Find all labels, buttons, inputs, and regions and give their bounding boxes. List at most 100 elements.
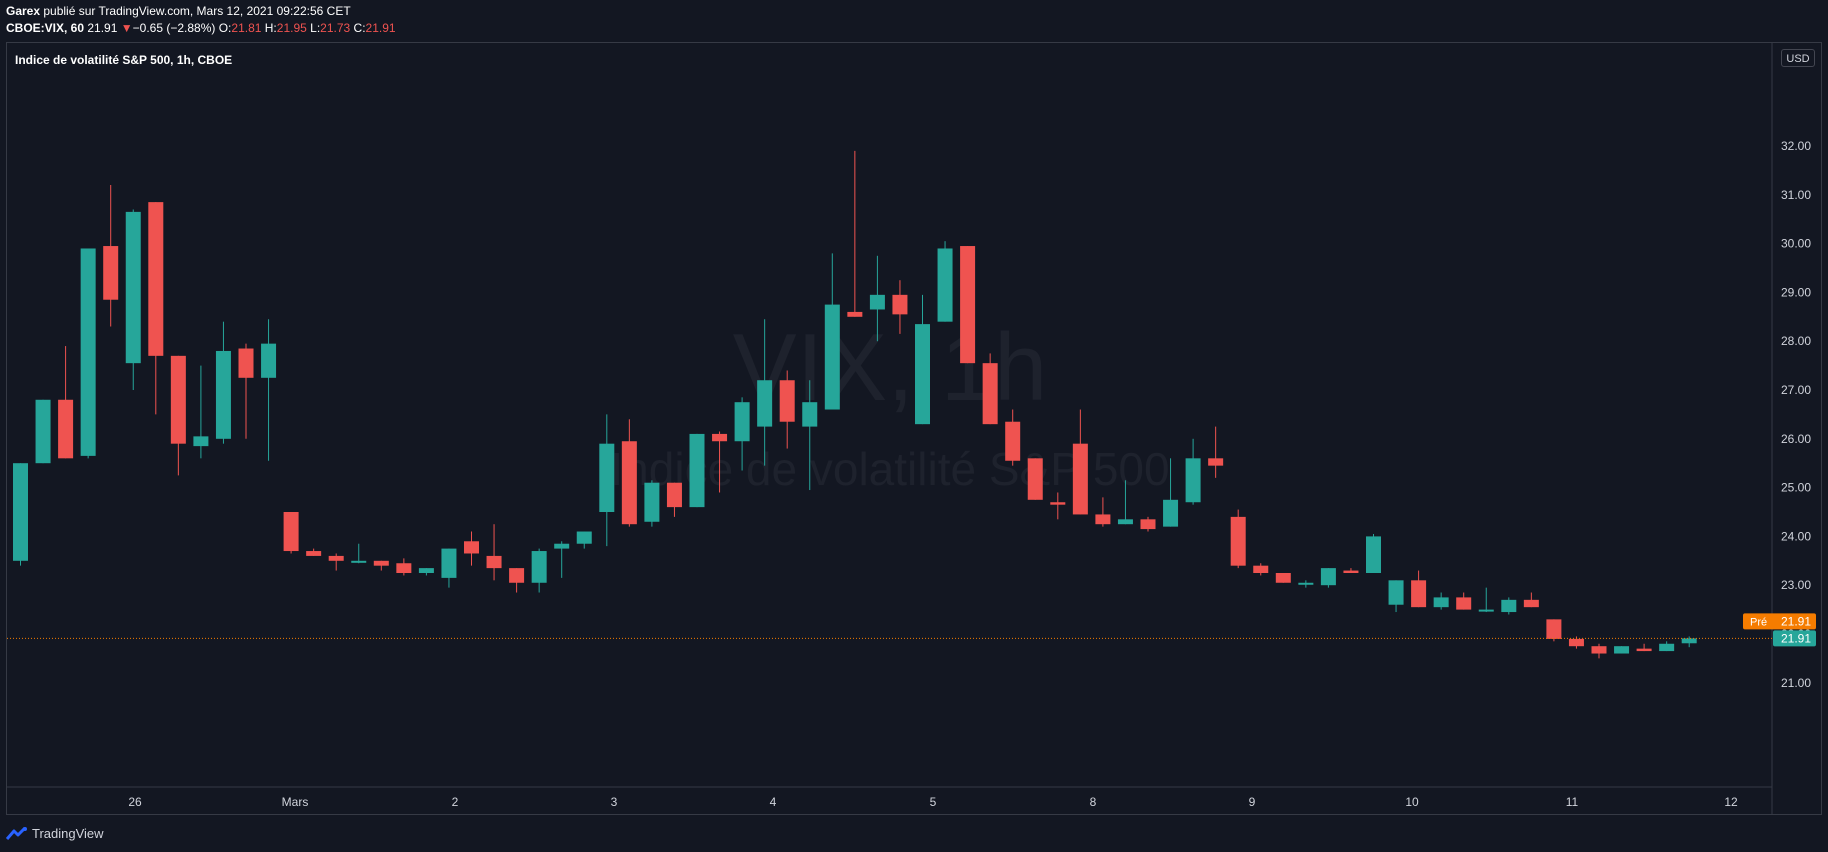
candle <box>125 209 141 390</box>
price-axis[interactable]: 21.0022.0023.0024.0025.0026.0027.0028.00… <box>1781 139 1811 690</box>
candle <box>1523 592 1539 608</box>
time-tick-label: 5 <box>930 795 937 809</box>
low-value: 21.73 <box>320 21 351 35</box>
candle-body <box>824 304 840 410</box>
candle-body <box>35 399 51 464</box>
chart-frame <box>6 42 1822 815</box>
price-tick-label: 28.00 <box>1781 334 1811 348</box>
high-label: H: <box>264 21 277 35</box>
open-value: 21.81 <box>231 21 262 35</box>
candle <box>1117 480 1133 525</box>
candle-body <box>712 433 728 442</box>
time-tick-label: 12 <box>1724 795 1738 809</box>
candle-body <box>193 436 209 447</box>
publication-header: Garex publié sur TradingView.com, Mars 1… <box>6 4 351 19</box>
candle-body <box>1681 638 1697 644</box>
time-tick-label: 11 <box>1566 795 1579 809</box>
candle <box>1659 641 1675 652</box>
candle-body <box>261 343 277 378</box>
candle-body <box>215 350 231 439</box>
candle <box>1275 573 1291 583</box>
candle <box>802 380 818 491</box>
candle-body <box>1163 499 1179 527</box>
candle-body <box>1072 443 1088 515</box>
candle-body <box>576 531 592 544</box>
chart-title: Indice de volatilité S&P 500, 1h, CBOE <box>15 53 233 67</box>
candle-body <box>960 246 976 364</box>
last-price-badge: 21.91 <box>1773 630 1816 647</box>
currency-button[interactable]: USD <box>1781 49 1815 67</box>
tradingview-logo[interactable]: TradingView <box>6 826 104 841</box>
candle <box>148 202 164 415</box>
candle-body <box>1298 582 1314 585</box>
candle-body <box>802 402 818 427</box>
time-tick-label: 26 <box>128 795 142 809</box>
candle-body <box>779 380 795 422</box>
candle-body <box>915 324 930 425</box>
candle-body <box>306 551 322 556</box>
candle-body <box>1320 568 1336 586</box>
candle <box>1208 426 1224 478</box>
candle <box>1072 409 1088 515</box>
candle <box>576 531 592 549</box>
candle-body <box>1568 638 1584 647</box>
candle-body <box>1614 646 1630 654</box>
candle-body <box>1478 609 1494 612</box>
price-tick-label: 30.00 <box>1781 237 1811 251</box>
candle-body <box>1433 597 1449 608</box>
candle-body <box>509 568 525 583</box>
candle-body <box>1095 514 1111 525</box>
candle <box>1163 458 1179 527</box>
candle <box>712 431 728 493</box>
candle <box>1614 646 1630 654</box>
time-axis[interactable]: 26 Mars 2 3 4 5 8 9 10 11 12 <box>128 795 1738 809</box>
candle-body <box>418 568 434 573</box>
last-price-value: 21.91 <box>1781 631 1811 645</box>
candle <box>1343 568 1359 573</box>
candle-body <box>1140 519 1156 530</box>
price-tick-label: 27.00 <box>1781 383 1811 397</box>
published-text: publié sur TradingView.com, Mars 12, 202… <box>40 4 351 18</box>
candle <box>1298 580 1314 588</box>
premarket-value: 21.91 <box>1781 614 1811 628</box>
candle-body <box>1366 536 1381 573</box>
candle <box>486 524 502 581</box>
time-tick-label: Mars <box>282 795 309 809</box>
candle <box>1005 409 1021 466</box>
candle <box>915 294 930 425</box>
candle <box>170 355 186 476</box>
candle-body <box>373 560 389 566</box>
candle-body <box>328 555 344 561</box>
candle-body <box>1636 648 1652 652</box>
price-tick-label: 21.00 <box>1781 676 1811 690</box>
candle-body <box>644 482 660 522</box>
candle-body <box>621 441 637 525</box>
candle <box>734 397 750 471</box>
candle-body <box>599 443 615 512</box>
candle <box>960 246 976 364</box>
candle-body <box>1591 646 1607 654</box>
candles <box>13 150 1697 659</box>
candle-body <box>869 294 885 310</box>
candle <box>58 346 74 459</box>
candle <box>35 399 51 464</box>
candle-body <box>757 380 773 427</box>
candle <box>1501 597 1517 615</box>
candle-body <box>1208 458 1224 466</box>
price-tick-label: 29.00 <box>1781 285 1811 299</box>
candle-body <box>1253 565 1269 573</box>
candle-body <box>125 211 141 364</box>
candle <box>193 365 209 459</box>
candle <box>1230 509 1246 569</box>
candle-body <box>1388 580 1404 605</box>
premarket-label: Pré <box>1750 616 1767 628</box>
candle <box>509 568 525 593</box>
close-value: 21.91 <box>365 21 396 35</box>
candle-body <box>103 246 119 300</box>
candle-body <box>689 433 705 508</box>
candle <box>689 433 705 508</box>
price-tick-label: 23.00 <box>1781 578 1811 592</box>
time-tick-label: 3 <box>611 795 618 809</box>
candle <box>1388 580 1404 613</box>
